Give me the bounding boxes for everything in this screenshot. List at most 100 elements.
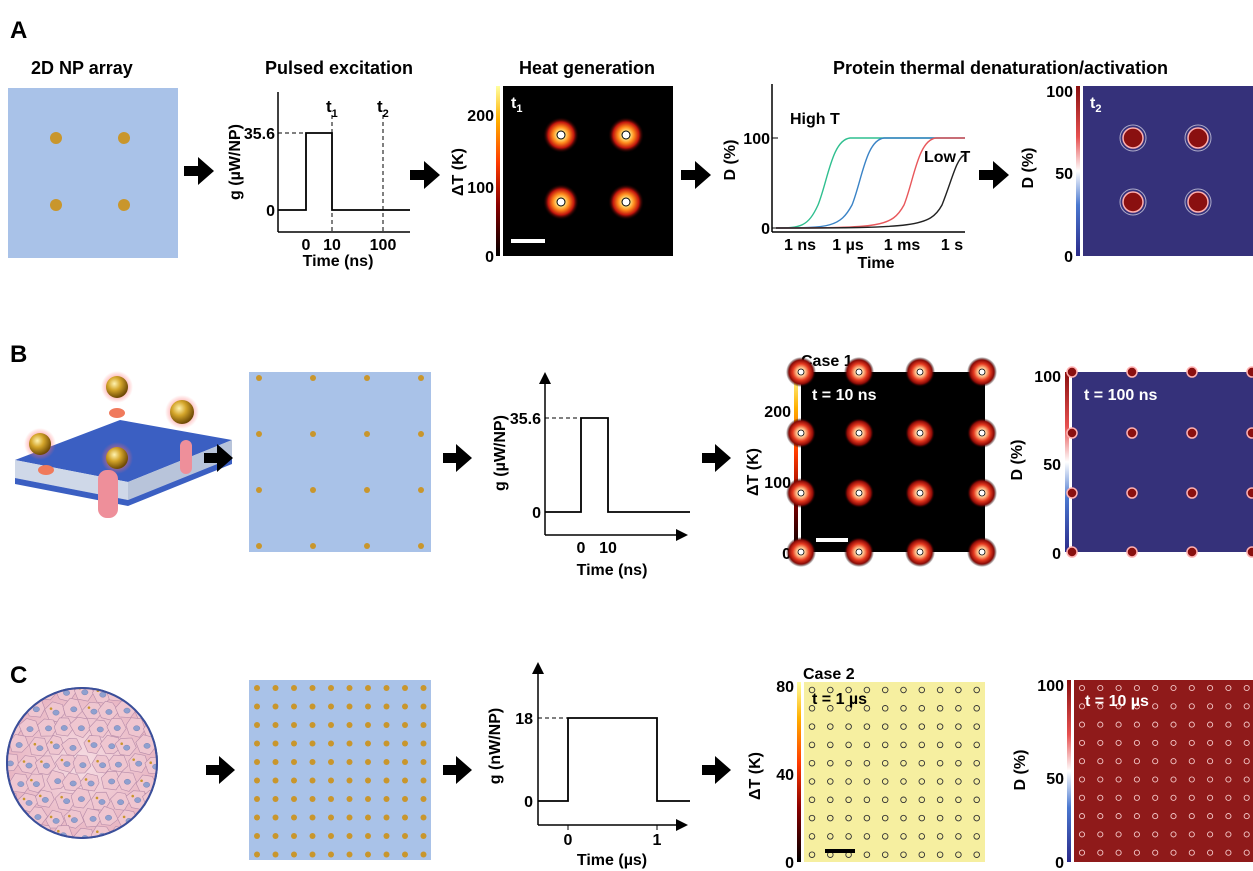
tissue-np: [122, 815, 126, 819]
denat-c-np-ring: [1078, 849, 1086, 856]
np-dot: [272, 851, 279, 858]
np-dot: [310, 487, 316, 493]
np-dot: [420, 740, 427, 747]
np-array-c: [249, 680, 431, 860]
denat-c-np-ring: [1207, 813, 1214, 820]
denat-c-np-ring: [1078, 721, 1086, 728]
tissue-cell-nucleus: [143, 781, 150, 788]
denat-c-np-ring: [1097, 849, 1104, 856]
denat-b-tick-100: 100: [1034, 369, 1061, 386]
heat-c-np-ring: [900, 778, 907, 785]
heat-c-np-ring: [863, 759, 871, 767]
denat-map-a: 100 50 0 D (%) t2: [1020, 84, 1253, 266]
denat-c-np-ring: [1225, 758, 1232, 765]
denat-map-c: 100 50 0 D (%) t = 10 µs: [1012, 678, 1253, 871]
tissue-cell-nucleus: [98, 799, 106, 805]
pulse-c-signal: [538, 717, 690, 802]
tissue-np: [87, 739, 91, 743]
tissue-cell-nucleus: [163, 710, 169, 715]
tissue-cell-nucleus: [90, 742, 98, 748]
np-dot: [309, 851, 316, 858]
np-dot: [383, 759, 390, 765]
np-dot: [383, 851, 390, 858]
pulse-a-signal: [278, 132, 410, 211]
denat-c-np-ring: [1207, 721, 1214, 728]
heat-b-ylabel: ΔT (K): [745, 448, 762, 496]
tissue-cell-nucleus: [162, 746, 168, 751]
heat-b-np-marker: [978, 489, 986, 497]
denat-c-np-ring: [1188, 703, 1195, 710]
tissue-cell-nucleus: [108, 778, 116, 785]
heat-c-np-ring: [955, 741, 962, 749]
np-dot: [365, 814, 371, 821]
denat-c-np-ring: [1170, 831, 1177, 838]
curve-a-xtick-1ns: 1 ns: [784, 237, 816, 254]
denat-c-np-ring: [1188, 849, 1195, 856]
np-dot: [50, 132, 62, 144]
heat-a-np-marker: [556, 197, 566, 207]
np-dot: [118, 199, 130, 211]
np-dot: [383, 722, 390, 728]
tissue-np: [132, 758, 135, 761]
denat-c-np-ring: [1170, 684, 1177, 692]
denat-c-np-ring: [1243, 794, 1250, 801]
tissue-cell-nucleus: [41, 797, 49, 803]
np-dot: [272, 703, 279, 710]
denat-c-np-ring: [1243, 703, 1250, 710]
pulse-chart-c: 18 0 0 1 Time (µs) g (nW/NP): [487, 662, 690, 869]
np-dot: [420, 796, 427, 802]
denat-a-tick-100: 100: [1046, 84, 1073, 101]
denat-c-np-ring: [1115, 684, 1122, 692]
tissue-np: [96, 830, 99, 834]
denat-c-np-ring: [1078, 813, 1086, 820]
denat-b-spot: [1066, 366, 1078, 378]
np-dot: [309, 722, 316, 728]
heat-b-np-marker: [978, 548, 986, 556]
denat-c-field: [1074, 680, 1253, 862]
heat-c-np-ring: [827, 723, 834, 730]
heat-c-np-ring: [936, 686, 944, 694]
denat-c-np-ring: [1152, 776, 1159, 783]
denat-b-spot: [1186, 487, 1198, 499]
np-dot: [418, 487, 424, 493]
tissue-cell-nucleus: [133, 725, 141, 732]
tissue-cell-nucleus: [52, 818, 60, 824]
denat-c-np-ring: [1115, 794, 1122, 801]
denat-b-spot: [1186, 366, 1198, 378]
pulse-b-signal: [545, 417, 690, 513]
heat-c-np-ring: [900, 686, 907, 694]
tissue-cell-nucleus: [60, 725, 68, 731]
tissue-cell: [7, 790, 18, 812]
np-dot: [364, 375, 370, 381]
heat-b-tick-100: 100: [764, 475, 791, 492]
tissue-np: [22, 797, 26, 801]
heat-c-np-ring: [973, 705, 980, 712]
heat-c-np-ring: [973, 833, 980, 840]
denat-c-np-ring: [1152, 739, 1159, 746]
heat-b-colorbar: [794, 372, 798, 552]
denat-a-ring: [1184, 188, 1212, 216]
gold-nanoparticle: [29, 433, 51, 455]
membrane-protein: [180, 440, 192, 474]
heat-c-np-ring: [827, 814, 834, 822]
cell-tissue-illustration: [6, 687, 169, 839]
curve-a-ytick-0: 0: [761, 221, 770, 238]
denat-c-np-ring: [1078, 776, 1086, 783]
denat-c-np-ring: [1115, 849, 1122, 856]
tissue-cell-nucleus: [32, 781, 40, 787]
denat-c-np-ring: [1078, 794, 1086, 801]
pulse-a-xtick-2: 100: [370, 237, 397, 254]
denat-c-np-ring: [1115, 776, 1122, 783]
curve-a-high-label: High T: [790, 111, 840, 128]
tissue-np: [68, 814, 71, 818]
denat-c-np-ring: [1152, 721, 1159, 728]
tissue-cell: [154, 739, 157, 758]
np-dot: [383, 814, 390, 821]
np-dot: [310, 431, 316, 437]
heat-c-np-ring: [881, 778, 889, 785]
heat-c-np-ring: [808, 814, 816, 822]
np-dot: [383, 777, 390, 784]
heat-c-np-ring: [808, 741, 816, 749]
denat-c-np-ring: [1115, 831, 1122, 838]
np-dot: [50, 199, 62, 211]
